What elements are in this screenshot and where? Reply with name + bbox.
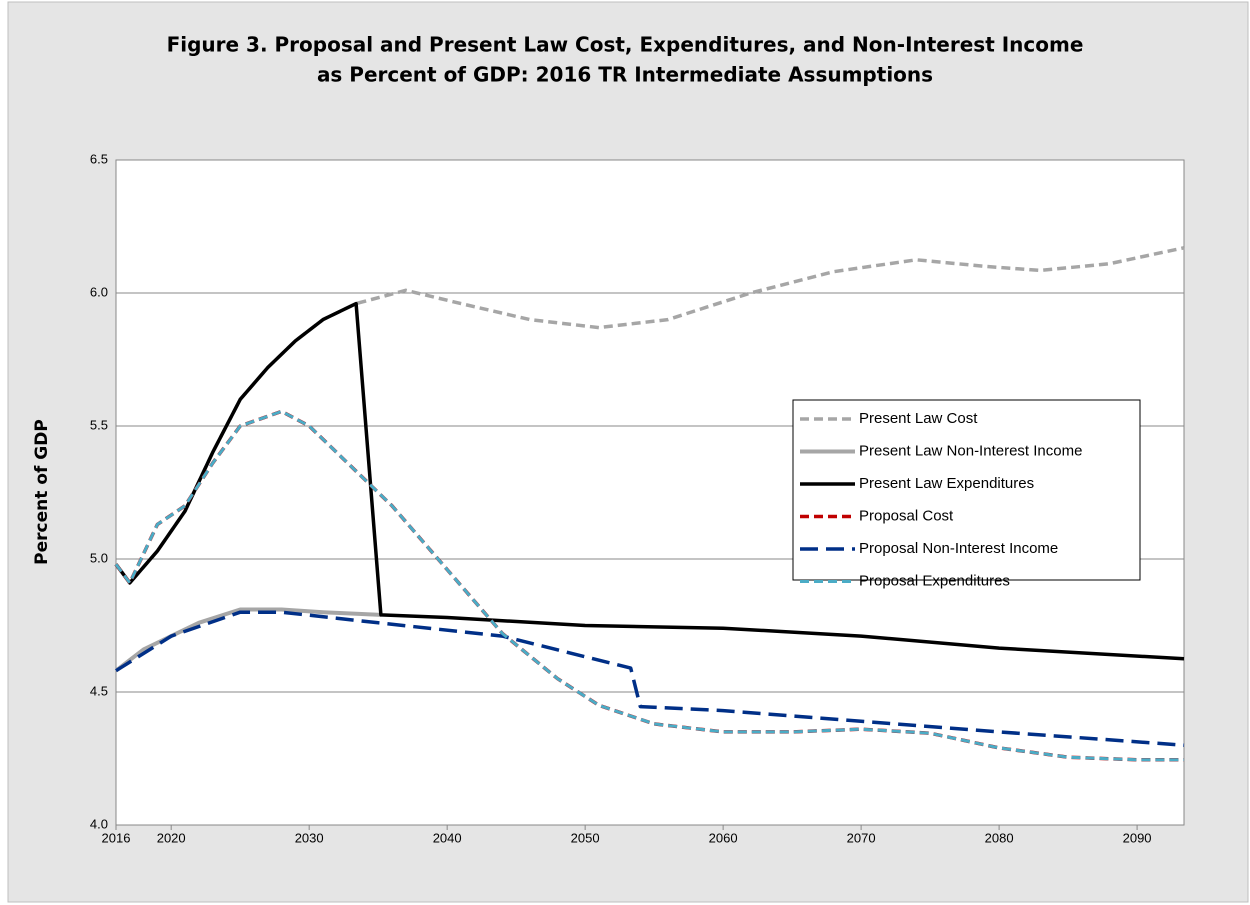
y-tick-label: 5.5 (90, 417, 108, 432)
y-tick-label: 4.0 (90, 816, 108, 831)
x-tick-label: 2070 (847, 830, 876, 845)
x-tick-label: 2030 (295, 830, 324, 845)
legend-label: Proposal Cost (859, 507, 954, 524)
x-tick-label: 2040 (433, 830, 462, 845)
x-tick-label: 2050 (571, 830, 600, 845)
y-axis-label: Percent of GDP (32, 419, 52, 565)
x-tick-label: 2060 (709, 830, 738, 845)
legend-label: Proposal Expenditures (859, 572, 1010, 589)
x-tick-label: 2090 (1123, 830, 1152, 845)
series-line (114, 607, 381, 673)
x-tick-label: 2020 (157, 830, 186, 845)
chart-title: Figure 3. Proposal and Present Law Cost,… (167, 33, 1084, 57)
y-tick-label: 5.0 (90, 550, 108, 565)
legend-box (792, 399, 1141, 581)
chart-title: as Percent of GDP: 2016 TR Intermediate … (317, 63, 933, 87)
legend-label: Present Law Expenditures (859, 475, 1034, 492)
legend: Present Law Cost Present Law Non-Interest… (792, 399, 1141, 589)
y-tick-label: 6.0 (90, 284, 108, 299)
series-line (115, 610, 1185, 747)
y-tick-label: 6.5 (90, 151, 108, 166)
x-tick-label: 2080 (985, 830, 1014, 845)
series-line (114, 409, 1184, 762)
series-line (114, 301, 1185, 661)
legend-label: Present Law Cost (859, 410, 978, 427)
legend-label: Present Law Non-Interest Income (859, 442, 1082, 459)
x-tick-label: 2016 (102, 830, 131, 845)
legend-label: Proposal Non-Interest Income (859, 540, 1058, 557)
y-tick-label: 4.5 (90, 683, 108, 698)
lines (114, 246, 1185, 762)
